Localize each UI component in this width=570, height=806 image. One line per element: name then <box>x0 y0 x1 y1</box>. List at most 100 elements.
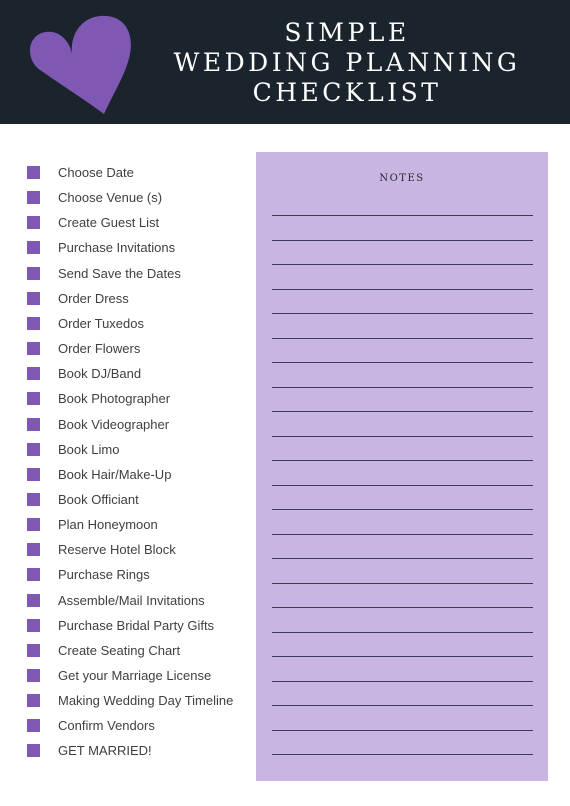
checkbox[interactable] <box>27 643 40 657</box>
checklist-item[interactable]: Order Flowers <box>27 336 249 361</box>
checklist-item-label: Assemble/Mail Invitations <box>58 592 205 608</box>
note-line <box>272 215 533 216</box>
checkbox[interactable] <box>27 492 40 506</box>
checklist-item-label: Book Videographer <box>58 416 170 432</box>
checklist-item-label: Order Tuxedos <box>58 315 144 331</box>
checklist-item[interactable]: Choose Date <box>27 160 249 185</box>
checklist-item[interactable]: Making Wedding Day Timeline <box>27 688 249 713</box>
checklist-item[interactable]: Purchase Bridal Party Gifts <box>27 613 249 638</box>
checklist-item[interactable]: Purchase Rings <box>27 562 249 587</box>
checklist-item-label: Order Dress <box>58 290 129 306</box>
checklist-item-label: Book Limo <box>58 441 120 457</box>
checkbox[interactable] <box>27 417 40 431</box>
note-line <box>272 288 533 290</box>
checklist-item-label: Get your Marriage License <box>58 668 212 683</box>
checklist-item-label: GET MARRIED! <box>58 743 152 759</box>
checklist-item[interactable]: Book Photographer <box>27 386 249 411</box>
checklist-item[interactable]: Book DJ/Band <box>27 361 249 386</box>
note-line <box>272 558 533 559</box>
checklist-item-label: Send Save the Dates <box>58 265 181 281</box>
checklist-item[interactable]: Send Save the Dates <box>27 261 249 286</box>
checkbox[interactable] <box>27 518 40 532</box>
page-title: SIMPLE WEDDING PLANNING CHECKLIST <box>170 18 524 108</box>
checklist-item-label: Plan Honeymoon <box>58 517 158 533</box>
checklist-item[interactable]: Book Hair/Make-Up <box>27 462 249 487</box>
checkbox[interactable] <box>27 618 40 632</box>
checklist-item-label: Order Flowers <box>58 341 141 357</box>
checklist-item-label: Purchase Invitations <box>58 240 176 256</box>
notes-panel: NOTES <box>256 152 548 781</box>
note-line <box>272 386 533 388</box>
note-line <box>272 435 533 437</box>
checklist-item[interactable]: GET MARRIED! <box>27 738 249 763</box>
checkbox[interactable] <box>27 568 40 582</box>
checkbox[interactable] <box>27 266 40 280</box>
checkbox[interactable] <box>27 342 40 356</box>
note-line <box>272 533 533 535</box>
checklist-item-label: Purchase Rings <box>58 567 150 583</box>
checklist-item-label: Choose Date <box>58 165 134 180</box>
note-line <box>272 484 533 486</box>
note-line <box>272 705 533 706</box>
checkbox[interactable] <box>27 191 40 205</box>
checklist-item[interactable]: Get your Marriage License <box>27 663 249 688</box>
checklist-item-label: Making Wedding Day Timeline <box>58 693 234 709</box>
checkbox[interactable] <box>27 316 40 330</box>
checklist-item-label: Book Photographer <box>58 391 171 407</box>
note-line <box>272 264 533 265</box>
checkbox[interactable] <box>27 593 40 607</box>
title-line-3: CHECKLIST <box>252 78 442 107</box>
checkbox[interactable] <box>27 719 40 733</box>
note-line <box>272 362 533 363</box>
checkbox[interactable] <box>27 467 40 481</box>
checkbox[interactable] <box>27 392 40 406</box>
checklist-item[interactable]: Reserve Hotel Block <box>27 537 249 562</box>
note-line <box>272 582 533 584</box>
checklist-item-label: Confirm Vendors <box>58 718 155 734</box>
checklist-item[interactable]: Confirm Vendors <box>27 713 249 738</box>
checkbox[interactable] <box>27 241 40 255</box>
note-line <box>272 631 533 633</box>
checklist-item[interactable]: Book Videographer <box>27 412 249 437</box>
checklist-item-label: Book Hair/Make-Up <box>58 466 172 482</box>
checklist-item[interactable]: Order Tuxedos <box>27 311 249 336</box>
checkbox[interactable] <box>27 669 40 682</box>
note-line <box>272 460 533 461</box>
checklist-item-label: Purchase Bridal Party Gifts <box>58 617 215 633</box>
checklist-item-label: Book Officiant <box>58 491 139 507</box>
checklist-item-label: Create Guest List <box>58 215 160 231</box>
checkbox[interactable] <box>27 367 40 381</box>
checklist-item-label: Book DJ/Band <box>58 366 142 382</box>
title-line-1: SIMPLE <box>284 18 410 47</box>
checklist-item-label: Reserve Hotel Block <box>58 542 176 558</box>
checkbox[interactable] <box>27 694 40 708</box>
note-line <box>272 754 533 755</box>
checkbox[interactable] <box>27 216 40 230</box>
note-line <box>272 411 533 412</box>
checklist-item[interactable]: Create Guest List <box>27 210 249 235</box>
checklist-item[interactable]: Create Seating Chart <box>27 638 249 663</box>
title-line-2: WEDDING PLANNING <box>173 48 521 77</box>
checkbox[interactable] <box>27 291 40 305</box>
note-line <box>272 509 533 510</box>
checklist-item-label: Create Seating Chart <box>58 642 181 658</box>
checkbox[interactable] <box>27 442 40 456</box>
checklist-item[interactable]: Book Limo <box>27 437 249 462</box>
checklist-item[interactable]: Choose Venue (s) <box>27 185 249 210</box>
checkbox[interactable] <box>27 744 40 758</box>
checklist-item[interactable]: Book Officiant <box>27 487 249 512</box>
checkbox[interactable] <box>27 543 40 557</box>
header-banner: SIMPLE WEDDING PLANNING CHECKLIST <box>0 0 570 124</box>
note-line <box>272 656 533 657</box>
checklist-item[interactable]: Purchase Invitations <box>27 235 249 260</box>
note-line <box>272 607 533 608</box>
note-line <box>272 239 533 241</box>
note-line <box>272 337 533 339</box>
checklist-item[interactable]: Plan Honeymoon <box>27 512 249 537</box>
notes-title: NOTES <box>379 173 425 184</box>
checklist-item[interactable]: Assemble/Mail Invitations <box>27 588 249 613</box>
note-line <box>272 680 533 682</box>
checklist-item[interactable]: Order Dress <box>27 286 249 311</box>
note-line <box>272 729 533 731</box>
checkbox[interactable] <box>27 166 40 179</box>
